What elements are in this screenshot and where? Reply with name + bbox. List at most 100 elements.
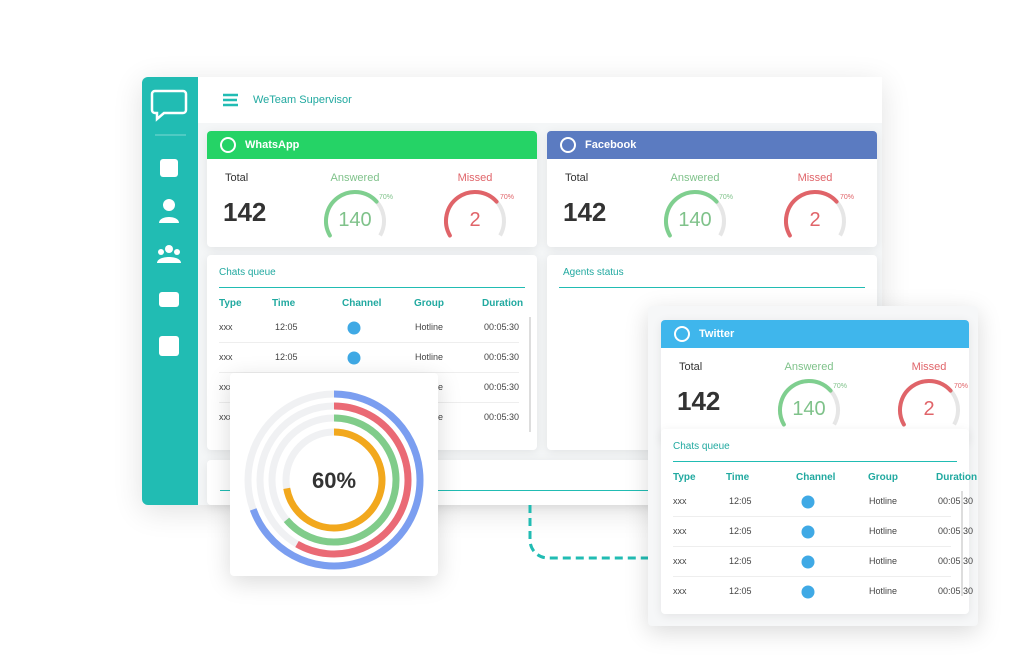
twitter-icon <box>347 351 361 365</box>
title-rule <box>559 287 865 288</box>
chats-queue-panel: Chats queue Type Time Channel Group Duration x… <box>207 255 537 450</box>
missed-percent: 70% <box>954 383 969 390</box>
table-cell: Hotline <box>869 496 898 506</box>
answered-value: 140 <box>792 398 826 420</box>
total-value: 142 <box>223 197 267 227</box>
answered-label: Answered <box>670 172 720 184</box>
card-header: Facebook <box>547 131 877 159</box>
column-header: Duration <box>482 298 524 309</box>
card-header: WhatsApp <box>207 131 537 159</box>
icon-shape <box>347 321 361 335</box>
ring-arc <box>295 402 412 558</box>
channel-card: Facebook Total 142 Answered 140 70% Missed 2 70% <box>547 131 877 247</box>
total-value: 142 <box>677 386 721 416</box>
channel-card: WhatsApp Total 142 Answered 140 70% Missed 2 70% <box>207 131 537 247</box>
gauge <box>664 190 726 238</box>
dashed-connector <box>528 505 648 560</box>
icon-shape <box>801 585 815 599</box>
donut-card: 60% <box>230 373 438 576</box>
row-divider <box>673 576 951 577</box>
answered-percent: 70% <box>833 383 848 390</box>
table-cell: xxx <box>219 352 233 362</box>
twitter-icon <box>801 555 815 569</box>
table-cell: Hotline <box>869 526 898 536</box>
row-divider <box>219 342 519 343</box>
scrollbar <box>529 317 531 432</box>
total-label: Total <box>225 172 249 184</box>
answered-value: 140 <box>338 209 372 231</box>
gauge-arc <box>784 190 839 238</box>
table-cell: xxx <box>673 496 687 506</box>
missed-value: 2 <box>923 398 935 420</box>
gauge <box>784 190 846 238</box>
answered-value: 140 <box>678 209 712 231</box>
table-cell: 12:05 <box>729 586 752 596</box>
channel-name: Twitter <box>699 328 735 340</box>
channel-icon <box>220 137 236 153</box>
table-cell: 12:05 <box>729 556 752 566</box>
title-rule <box>673 461 957 462</box>
column-header: Group <box>414 298 444 309</box>
gauge-arc <box>778 379 833 427</box>
missed-percent: 70% <box>500 194 515 201</box>
chats-queue-panel: Chats queue Type Time Channel Group Duration x… <box>661 429 977 614</box>
gauge-arc <box>898 379 953 427</box>
panel-title: Agents status <box>563 267 624 278</box>
table-cell: xxx <box>673 526 687 536</box>
answered-label: Answered <box>784 361 834 373</box>
ring-arc <box>283 428 386 532</box>
total-value: 142 <box>563 197 607 227</box>
answered-label: Answered <box>330 172 380 184</box>
twitter-icon <box>801 525 815 539</box>
icon-shape <box>801 525 815 539</box>
table-cell: Hotline <box>415 322 444 332</box>
table-cell: Hotline <box>415 352 444 362</box>
table-cell: 12:05 <box>729 496 752 506</box>
column-header: Channel <box>342 298 382 309</box>
row-divider <box>673 516 951 517</box>
missed-label: Missed <box>457 172 493 184</box>
channel-name: WhatsApp <box>245 139 300 151</box>
column-header: Channel <box>796 472 836 483</box>
table-cell: 00:05:30 <box>484 352 520 362</box>
title-rule <box>219 287 525 288</box>
answered-percent: 70% <box>379 194 394 201</box>
scrollbar <box>961 491 963 596</box>
icon-shape <box>801 555 815 569</box>
table-cell: 00:05:30 <box>938 496 974 506</box>
missed-label: Missed <box>911 361 947 373</box>
sidebar <box>142 77 198 505</box>
menu-icon[interactable] <box>198 77 238 123</box>
channel-name: Facebook <box>585 139 637 151</box>
column-header: Type <box>673 472 696 483</box>
panel-title: Chats queue <box>219 267 276 278</box>
table-cell: 12:05 <box>275 352 298 362</box>
table-cell: 12:05 <box>729 526 752 536</box>
app-title: WeTeam Supervisor <box>253 94 352 106</box>
missed-label: Missed <box>797 172 833 184</box>
missed-value: 2 <box>809 209 821 231</box>
total-label: Total <box>679 361 703 373</box>
donut-percent: 60% <box>311 468 357 493</box>
table-cell: 00:05:30 <box>484 382 520 392</box>
icon-shape <box>347 351 361 365</box>
row-divider <box>219 372 519 373</box>
card-header: Twitter <box>661 320 969 348</box>
ring-arc <box>249 390 424 570</box>
icon-shape <box>674 326 690 342</box>
channel-icon <box>560 137 576 153</box>
total-label: Total <box>565 172 589 184</box>
column-header: Duration <box>936 472 978 483</box>
channel-card: Twitter Total 142 Answered 140 70% Missed 2 70% <box>661 320 969 442</box>
twitter-icon <box>347 321 361 335</box>
missed-value: 2 <box>469 209 481 231</box>
table-cell: xxx <box>219 322 233 332</box>
column-header: Group <box>868 472 898 483</box>
donut <box>244 390 424 570</box>
gauge-arc <box>664 190 719 238</box>
missed-percent: 70% <box>840 194 855 201</box>
table-cell: Hotline <box>869 586 898 596</box>
gauge <box>778 379 840 427</box>
table-cell: 00:05:30 <box>484 412 520 422</box>
